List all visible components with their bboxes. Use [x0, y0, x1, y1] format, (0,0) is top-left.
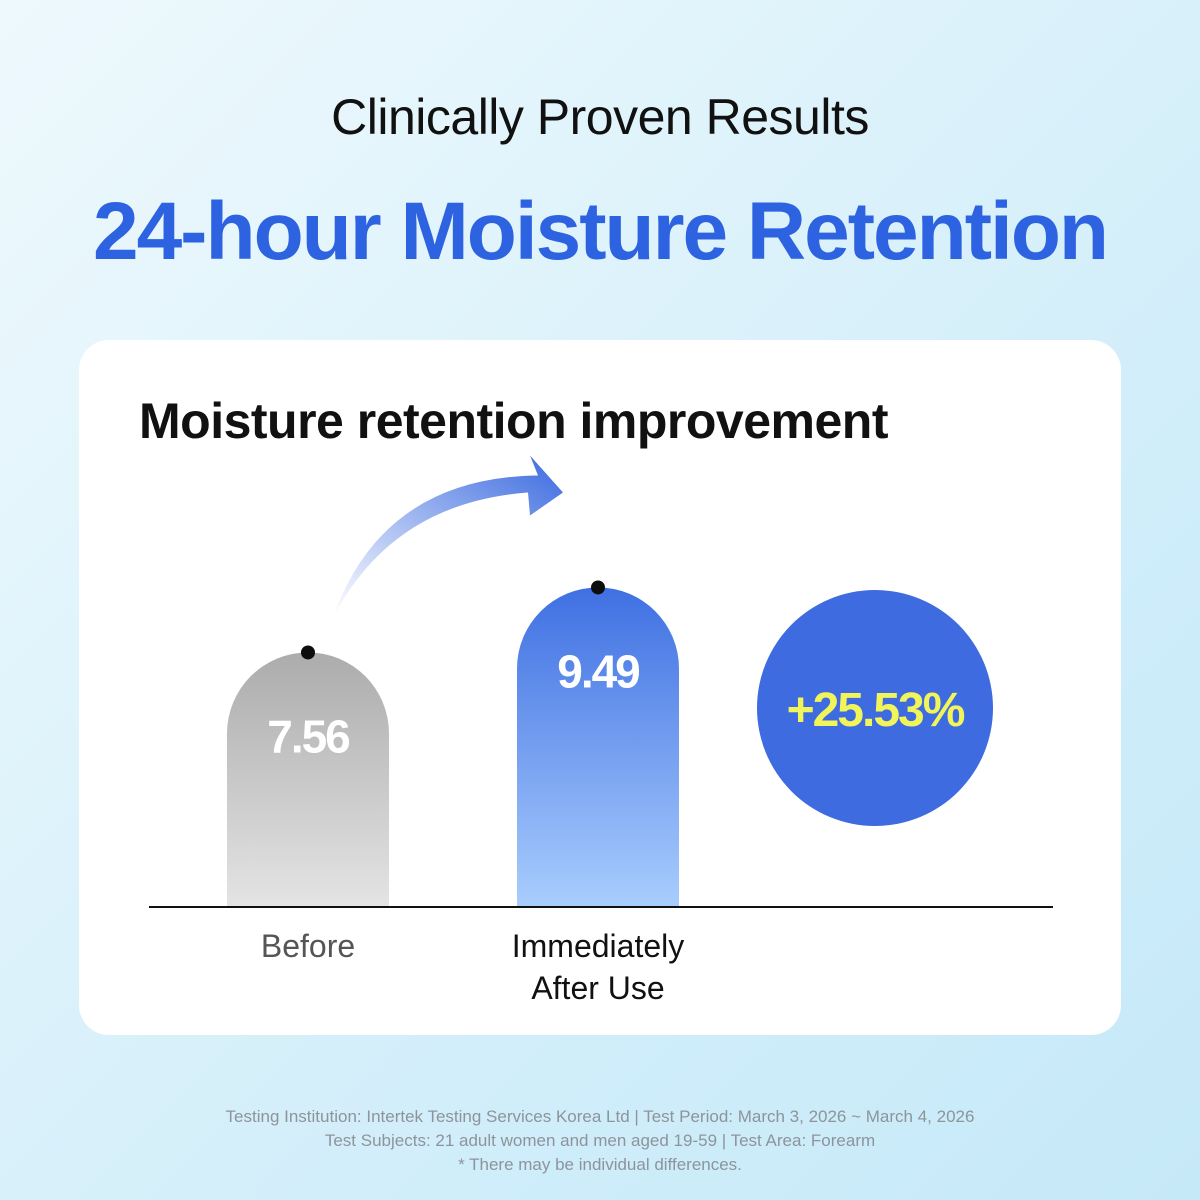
bar-chart: 7.56 Before 9.49 Immediately After Use +25.53…: [149, 455, 1053, 1006]
change-badge: [757, 590, 993, 826]
headline: 24-hour Moisture Retention: [92, 186, 1109, 277]
bar-top-dot-2: [591, 580, 605, 595]
footnote: Testing Institution: Intertek Testing Se…: [0, 1105, 1200, 1177]
bar-after: [517, 587, 679, 907]
footnote-line-1: Testing Institution: Intertek Testing Se…: [225, 1107, 975, 1126]
category-label-2-line-2: After Use: [531, 970, 664, 1006]
bar-before: [227, 652, 389, 907]
category-label-1-line-1: Before: [261, 928, 355, 964]
bar-value-label-2: 9.49: [557, 645, 639, 697]
eyebrow-title: Clinically Proven Results: [331, 89, 869, 145]
category-label-2-line-1: Immediately: [512, 928, 685, 964]
increase-arrow-icon: [333, 455, 563, 618]
bar-top-dot-1: [301, 645, 315, 660]
chart-card: Moisture retention improvement 7.56 Befor…: [79, 340, 1121, 1035]
chart-title: Moisture retention improvement: [139, 393, 889, 449]
footnote-line-3: * There may be individual differences.: [458, 1155, 742, 1174]
bar-value-label-1: 7.56: [267, 710, 349, 762]
footnote-line-2: Test Subjects: 21 adult women and men ag…: [324, 1131, 876, 1150]
change-badge-label: +25.53%: [787, 684, 965, 737]
